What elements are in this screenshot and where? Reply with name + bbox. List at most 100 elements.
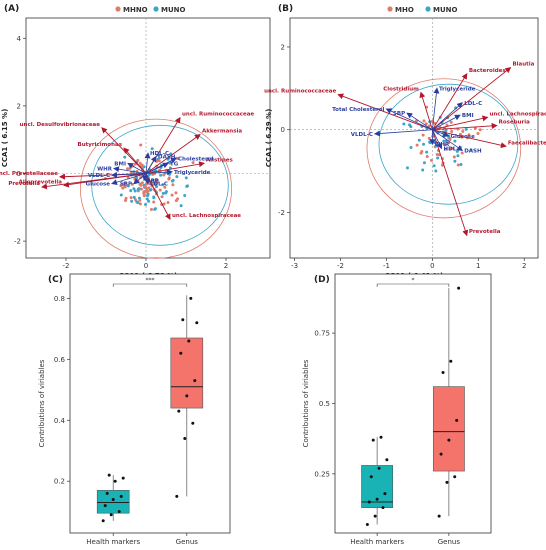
legend-swatch-group-1 xyxy=(387,6,393,12)
sample-point xyxy=(428,141,432,145)
sample-point xyxy=(166,201,170,205)
sample-point xyxy=(456,163,460,167)
health-arrow-label: Total Cholesterol xyxy=(332,107,384,113)
legend-swatch-group-1 xyxy=(115,6,121,12)
y-tick-label: 0.8 xyxy=(54,295,65,303)
plot-frame xyxy=(25,17,271,259)
sample-point xyxy=(421,133,425,137)
genus-arrow-label: Akkermansia xyxy=(202,129,242,135)
panel-label: (D) xyxy=(314,275,330,285)
data-point xyxy=(113,479,117,483)
sample-point xyxy=(126,184,130,188)
sample-point xyxy=(170,193,174,197)
data-point xyxy=(107,473,111,477)
health-arrow-label: VLDL-C xyxy=(351,132,373,138)
sample-point xyxy=(146,192,150,196)
y-tick-label: 2 xyxy=(17,102,21,110)
significance-bracket xyxy=(112,283,188,287)
sample-point xyxy=(152,200,156,204)
health-arrow xyxy=(385,108,433,131)
sample-point xyxy=(162,202,166,206)
sample-point xyxy=(476,132,480,136)
health-arrow-label: DASH xyxy=(464,148,482,154)
health-arrow-label: DBP xyxy=(146,178,159,184)
sample-point xyxy=(126,167,130,171)
sample-point xyxy=(151,181,155,185)
sample-point xyxy=(150,147,154,151)
data-point xyxy=(455,418,459,422)
x-tick-label: 0 xyxy=(430,262,434,270)
data-point xyxy=(445,480,449,484)
sample-point xyxy=(191,161,195,165)
health-arrow-label: Triglyceride xyxy=(439,86,476,92)
x-tick-label: -3 xyxy=(291,262,298,270)
ellipse-group-1 xyxy=(79,118,233,259)
sample-point xyxy=(130,199,134,203)
sample-point xyxy=(433,121,437,125)
genus-arrow xyxy=(432,122,498,131)
sample-point xyxy=(160,195,164,199)
sample-point xyxy=(450,129,454,133)
sample-point xyxy=(154,185,158,189)
sample-point xyxy=(454,106,458,110)
sample-point xyxy=(121,186,125,190)
legend-label-group-2: MUNO xyxy=(433,6,458,14)
sample-point xyxy=(449,120,453,124)
category-label: Health markers xyxy=(350,538,404,546)
sample-point xyxy=(458,132,462,136)
health-arrow-label: HDL-C xyxy=(150,151,169,157)
y-axis-label: Contributions of viriables xyxy=(38,359,46,447)
data-point xyxy=(119,494,123,498)
category-label: Health markers xyxy=(86,538,140,546)
sample-point xyxy=(464,127,468,131)
sample-point xyxy=(452,155,456,159)
sample-point xyxy=(140,163,144,167)
sample-point xyxy=(171,183,175,187)
box-body xyxy=(361,465,394,508)
sample-point xyxy=(154,178,158,182)
x-tick-label: -2 xyxy=(337,262,344,270)
data-point xyxy=(185,394,189,398)
data-point xyxy=(439,452,443,456)
health-arrow xyxy=(145,155,157,174)
sample-point xyxy=(424,122,428,126)
data-point xyxy=(447,438,451,442)
significance-marker: * xyxy=(412,277,415,284)
health-arrow-label: SBP xyxy=(120,182,132,188)
panel-label: (A) xyxy=(4,4,19,14)
genus-arrow-label: Faecalibacterium xyxy=(508,140,546,146)
sample-point xyxy=(453,139,457,143)
health-arrow-label: VLDL-C xyxy=(88,173,110,179)
sample-point xyxy=(142,194,146,198)
sample-point xyxy=(139,187,143,191)
sample-point xyxy=(436,156,440,160)
x-tick-label: -2 xyxy=(63,262,70,270)
y-axis-label: CCA1 ( 6.29 %) xyxy=(265,109,273,168)
sample-point xyxy=(129,165,133,169)
sample-point xyxy=(147,186,151,190)
health-arrow-label: Glucose xyxy=(450,134,475,140)
data-point xyxy=(367,500,371,504)
genus-arrow-label: Roseburia xyxy=(499,120,530,126)
sample-point xyxy=(422,142,426,146)
genus-arrow xyxy=(145,134,201,174)
genus-arrow-label: uncl. Prevotellaceae xyxy=(0,171,58,177)
sample-point xyxy=(145,186,149,190)
y-tick-label: 0 xyxy=(281,126,285,134)
sample-point xyxy=(168,172,172,176)
sample-point xyxy=(147,199,151,203)
sample-point xyxy=(417,138,421,142)
y-tick-label: 0.4 xyxy=(54,417,66,425)
sample-point xyxy=(179,204,183,208)
health-arrow-label: WHR xyxy=(434,142,450,148)
sample-point xyxy=(132,195,136,199)
genus-arrow xyxy=(145,173,171,221)
health-arrow xyxy=(144,152,151,174)
data-point xyxy=(441,371,445,375)
sample-point xyxy=(448,147,452,151)
genus-arrow xyxy=(337,93,433,131)
sample-point xyxy=(161,183,165,187)
sample-point xyxy=(158,188,162,192)
plot-frame xyxy=(334,273,492,534)
sample-point xyxy=(453,159,457,163)
